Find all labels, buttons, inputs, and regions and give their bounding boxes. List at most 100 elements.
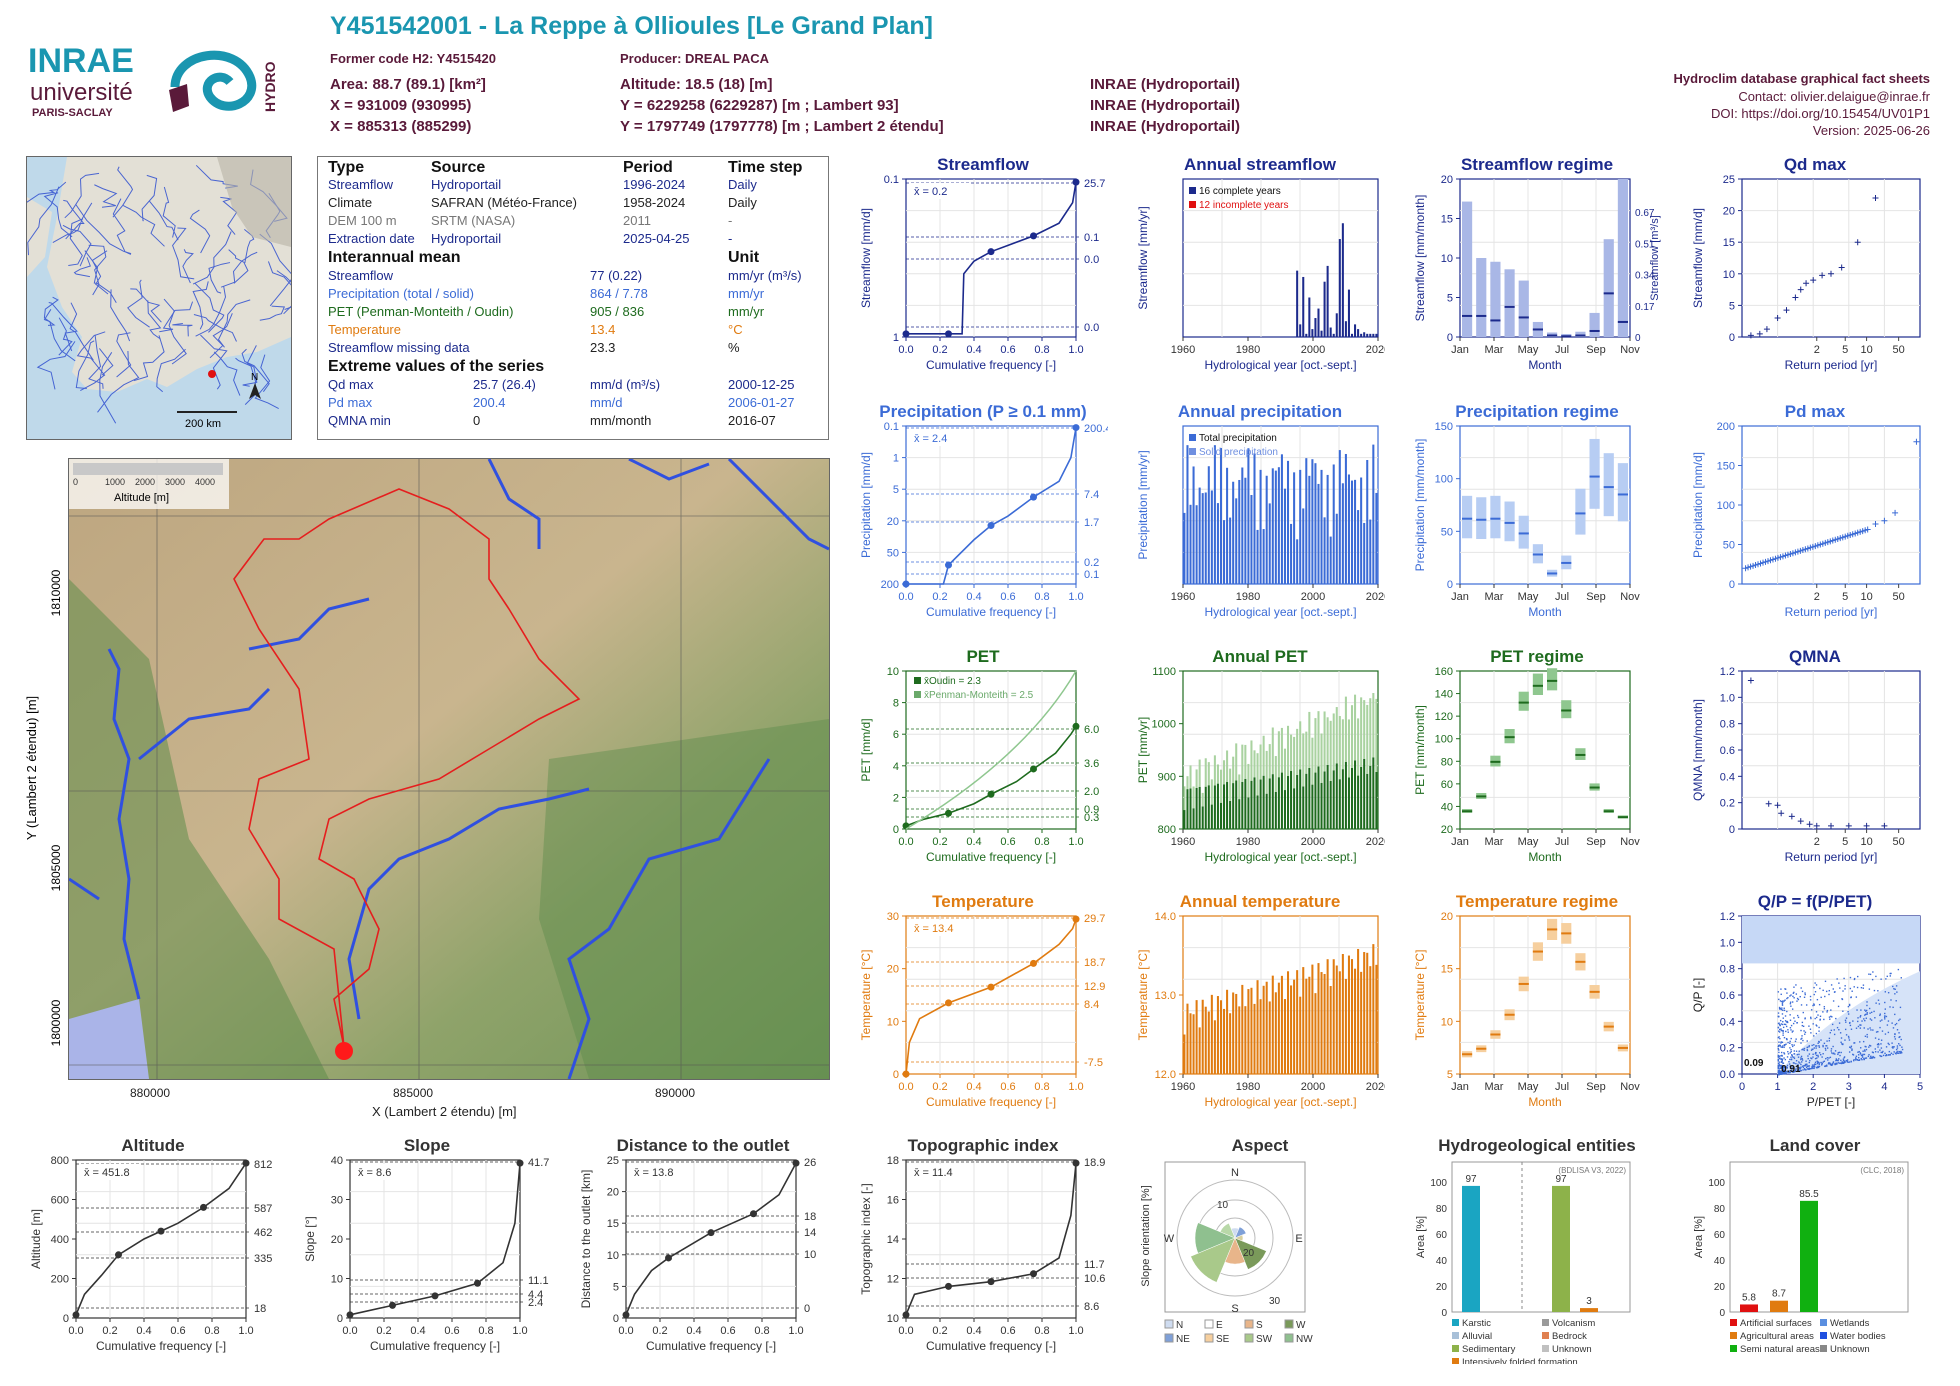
qp-point [1801,1024,1804,1027]
qp-point [1797,1063,1799,1066]
regime-box [1462,201,1473,337]
annual-bar [1274,992,1277,1074]
tick-label: Sep [1586,344,1606,356]
y-axis-label: Precipitation [mm/d] [859,452,873,558]
qp-point [1789,1027,1792,1029]
qp-point [1781,1064,1783,1067]
tick-label: 0 [1739,1081,1745,1093]
qp-point [1840,1051,1842,1054]
qp-point [1791,1070,1793,1072]
annual-bar [1299,469,1302,584]
qp-point [1796,1022,1798,1024]
plot-frame [905,178,1077,338]
qp-point [1786,992,1788,994]
tick-label: 1100 [1152,667,1176,678]
qp-upper-zone [1742,916,1920,964]
map-y-axis: 1810000 1805000 1800000 Y (Lambert 2 éte… [24,569,63,1046]
tick-label: 1.0 [1068,1081,1083,1093]
annual-bar [1226,782,1229,829]
legend-label: Artificial surfaces [1740,1318,1812,1329]
qp-point [1827,1059,1829,1061]
qp-point [1859,1016,1861,1018]
regime-box [1518,280,1529,337]
map-ytick: 1810000 [49,569,63,616]
qp-point [1855,1059,1857,1061]
annual-bar [1210,804,1213,829]
qp-point [1790,1050,1792,1053]
chart-title: Qd max [1783,155,1847,174]
annual-bar-top [1363,700,1366,759]
qp-point [1879,1049,1881,1051]
tick-label: 2 [1814,836,1820,848]
qp-point [1823,1042,1826,1045]
qp-point [1864,1013,1867,1016]
qp-point [1778,1057,1780,1060]
legend-label: Volcanism [1552,1318,1595,1329]
qp-point [1880,978,1882,980]
tick-label: 40 [1441,801,1453,813]
x-axis-label: Cumulative frequency [-] [926,850,1056,864]
qp-point [1894,1013,1896,1016]
tick-label: 20 [1441,912,1453,923]
annual-bar [1226,989,1229,1074]
qp-point [1792,1030,1794,1032]
qp-point [1805,1004,1808,1006]
qp-point [1836,978,1838,980]
qp-point [1893,1051,1895,1053]
rose-wedge [1234,1237,1267,1270]
qp-point [1861,1058,1863,1061]
regime-box [1589,312,1600,337]
qp-point [1831,1063,1834,1065]
quantile-point [792,1159,800,1167]
annual-bar-top [1256,753,1259,796]
qp-point [1892,1027,1895,1029]
regime-box [1504,269,1515,337]
tick-label: 2.4 [528,1297,543,1309]
qp-point [1777,1058,1779,1061]
qp-point [1806,1040,1808,1042]
qp-point [1797,1016,1800,1019]
qp-point [1822,1045,1824,1048]
annual-bar [1229,1013,1232,1074]
tick-label: 20 [1441,175,1453,186]
annual-bar [1329,986,1332,1074]
annual-bar-top [1332,713,1335,771]
annual-bar-top [1277,731,1280,778]
qp-point [1781,1013,1784,1015]
qp-point [1812,1048,1814,1051]
qp-point [1778,1055,1781,1057]
qp-point [1808,1067,1810,1070]
qp-point [1800,1038,1802,1040]
annual-bar [1311,964,1314,1074]
qp-point [1792,1066,1794,1068]
qp-point [1811,1067,1813,1070]
annual-bar [1241,984,1244,1074]
qp-point [1837,1062,1839,1064]
map-xtick: 890000 [655,1086,696,1100]
quantile-point [945,1282,952,1290]
row-step: Daily [728,177,757,192]
plot-frame [1164,1161,1306,1313]
qp-point [1793,1069,1795,1071]
river-line [63,199,85,240]
qp-point [1780,1046,1782,1048]
qp-point [1800,1055,1803,1058]
qp-point [1818,1052,1821,1054]
qp-point [1816,1062,1819,1065]
qp-point [1870,1019,1873,1021]
annual-bar-top [1265,750,1268,794]
qp-point [1782,1009,1784,1011]
annual-bar [1259,469,1262,584]
cdf-line [906,427,1077,585]
annual-bar-top [1186,776,1189,790]
annual-bar-top [1366,704,1369,774]
annual-bar [1296,970,1299,1074]
qp-point [1779,1037,1781,1040]
qp-point [1868,1046,1870,1048]
tick-label: 40 [331,1156,343,1167]
annual-bar [1283,999,1286,1074]
qp-point [1794,1040,1797,1043]
qp-point [1826,1040,1828,1042]
tick-label: 0.0 [68,1325,83,1337]
